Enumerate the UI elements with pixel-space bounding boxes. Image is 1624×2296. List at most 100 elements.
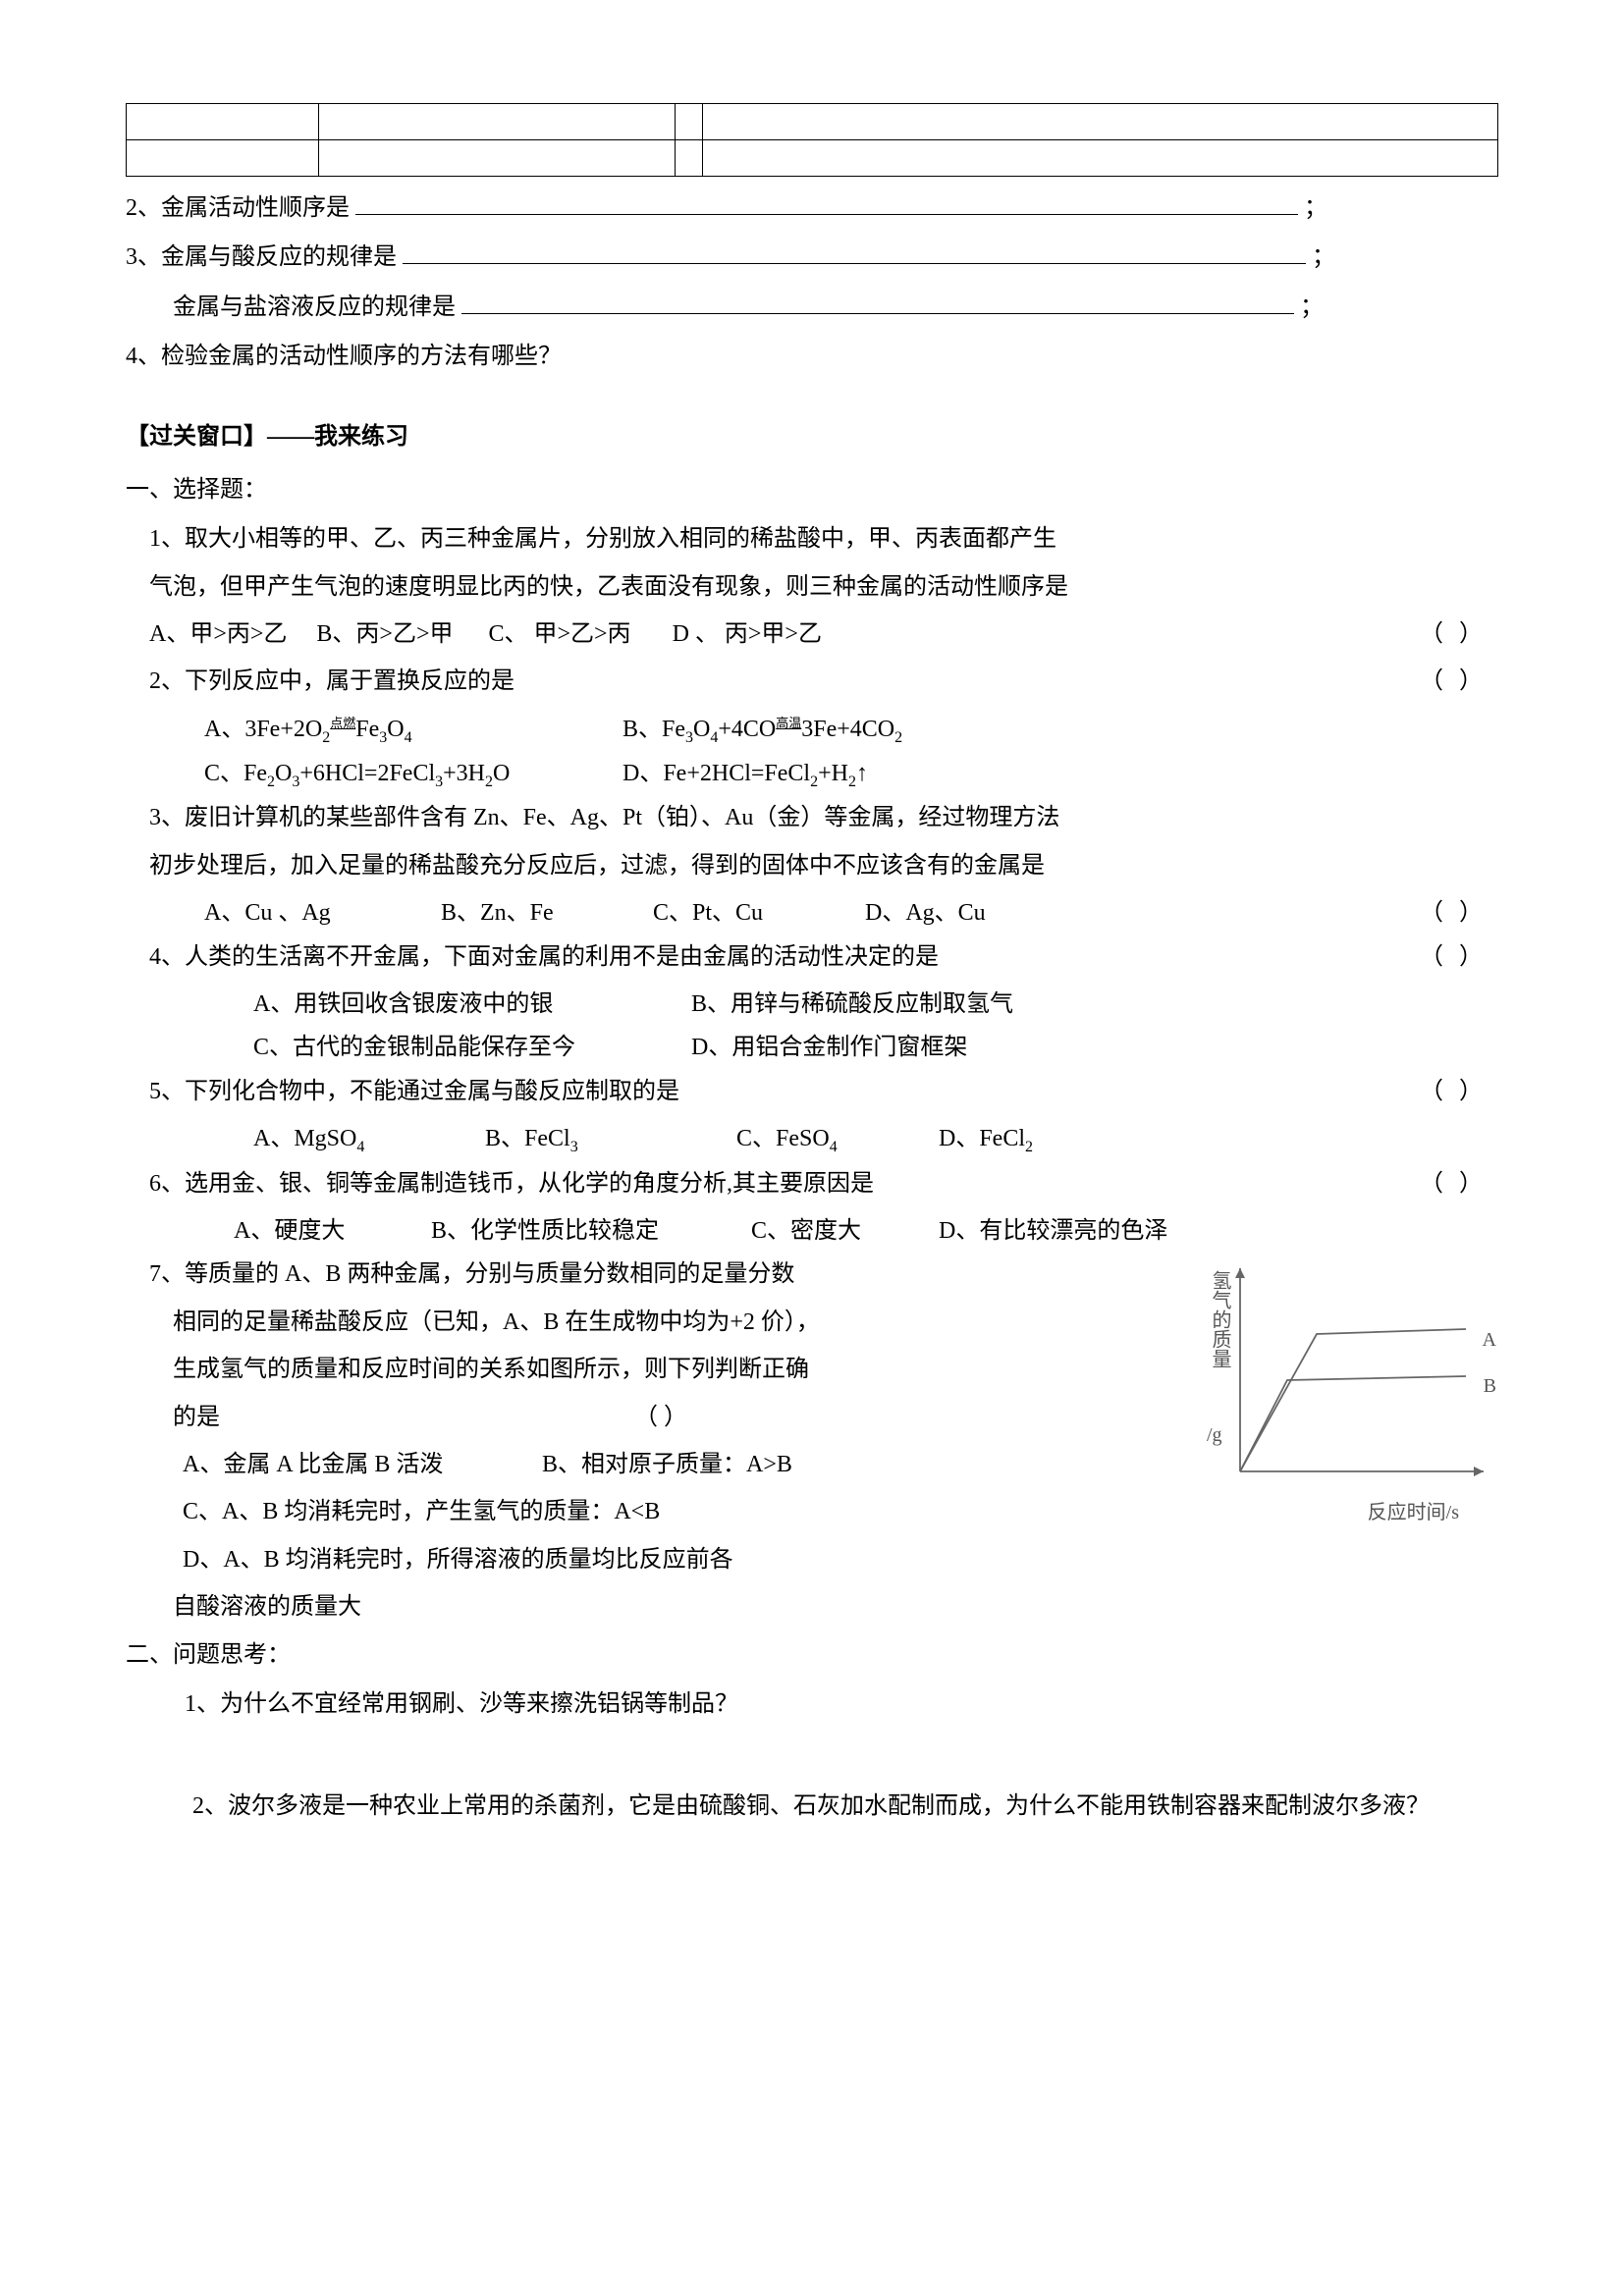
q2a-pre: A、3Fe+2O (204, 717, 322, 742)
essay-header: 二、问题思考： (126, 1633, 1498, 1677)
q7-t4: 的是 (173, 1405, 220, 1430)
fill-q3b: 金属与盐溶液反应的规律是 ； (126, 286, 1498, 329)
q7-row-ab: A、金属 A 比金属 B 活泼 B、相对原子质量：A>B (126, 1443, 1004, 1486)
q7-b: B、相对原子质量：A>B (542, 1452, 792, 1477)
fill-q2-prefix: 2、金属活动性顺序是 (126, 195, 350, 221)
fill-q3b-blank (461, 313, 1294, 314)
q5a-s: 4 (356, 1139, 364, 1155)
q5c-s: 4 (830, 1139, 838, 1155)
essay-q1: 1、为什么不宜经常用钢刷、沙等来擦洗铝锅等制品？ (126, 1682, 1498, 1726)
q2d-m: +H (818, 761, 848, 786)
top-table (126, 103, 1498, 177)
q2b-m2: +4CO (718, 717, 776, 742)
q2a-s1: 2 (322, 729, 330, 746)
q2-b: B、Fe3O4+4CO高温3Fe+4CO2 (623, 717, 902, 742)
chart-b-label: B (1484, 1368, 1496, 1404)
q1-b: B、丙>乙>甲 (316, 621, 453, 647)
fill-q2-blank (355, 214, 1298, 215)
q4-paren: （） (1420, 935, 1498, 979)
q2b-s1: 3 (685, 729, 693, 746)
q7-paren: （ ） (634, 1405, 687, 1430)
chart-g-label: /g (1207, 1417, 1222, 1453)
q4-c: C、古代的金银制品能保存至今 (253, 1026, 685, 1069)
q2b-p: 3Fe+4CO (801, 717, 894, 742)
q3-c: C、Pt、Cu (653, 891, 859, 934)
q6-paren: （） (1420, 1162, 1498, 1205)
q6-a: A、硬度大 (234, 1209, 425, 1253)
q5c-p: C、FeSO (736, 1126, 830, 1151)
q2a-s3: 4 (405, 729, 412, 746)
q2-text: 2、下列反应中，属于置换反应的是 (149, 668, 514, 694)
q5-options: A、MgSO4 B、FeCl3 C、FeSO4 D、FeCl2 (126, 1117, 1498, 1161)
q3-a: A、Cu 、Ag (204, 891, 435, 934)
q2d-pre: D、Fe+2HCl=FeCl (623, 761, 810, 786)
table-row (127, 104, 1498, 140)
q4: 4、人类的生活离不开金属，下面对金属的利用不是由金属的活动性决定的是 （） (126, 935, 1498, 979)
fill-q3a: 3、金属与酸反应的规律是 ； (126, 236, 1498, 279)
q6-options: A、硬度大 B、化学性质比较稳定 C、密度大 D、有比较漂亮的色泽 (126, 1209, 1498, 1253)
q1-a: A、甲>丙>乙 (149, 621, 287, 647)
q2c-m2: +6HCl=2FeCl (299, 761, 435, 786)
q4-b: B、用锌与稀硫酸反应制取氢气 (691, 991, 1013, 1017)
q2: 2、下列反应中，属于置换反应的是 （） (126, 660, 1498, 703)
q5-b: B、FeCl3 (485, 1117, 731, 1161)
section-header: 【过关窗口】——我来练习 (126, 416, 1498, 458)
fill-q2-suffix: ； (1304, 195, 1327, 221)
q7-text-block: 7、等质量的 A、B 两种金属，分别与质量分数相同的足量分数 相同的足量稀盐酸反… (126, 1253, 1004, 1629)
chart-y-label: 氢气的质量 (1207, 1270, 1230, 1368)
q2d-s1: 2 (810, 774, 818, 790)
q7-t4-row: 的是 （ ） (126, 1396, 1004, 1439)
table-row (127, 140, 1498, 177)
fill-q2: 2、金属活动性顺序是 ； (126, 187, 1498, 230)
q7-c: C、A、B 均消耗完时，产生氢气的质量：A<B (126, 1490, 1004, 1533)
q4-text: 4、人类的生活离不开金属，下面对金属的利用不是由金属的活动性决定的是 (149, 944, 939, 970)
q2c-p: O (493, 761, 510, 786)
q7-t3: 生成氢气的质量和反应时间的关系如图所示，则下列判断正确 (126, 1348, 1004, 1391)
q7-d2: 自酸溶液的质量大 (126, 1585, 1004, 1629)
q6-b: B、化学性质比较稳定 (431, 1209, 745, 1253)
q7-d1: D、A、B 均消耗完时，所得溶液的质量均比反应前各 (126, 1538, 1004, 1581)
fill-q3b-suffix: ； (1300, 294, 1324, 320)
q2c-m3: +3H (443, 761, 485, 786)
fill-q3a-suffix: ； (1312, 244, 1335, 270)
q2-paren: （） (1420, 660, 1498, 703)
q2c-pre: C、Fe (204, 761, 267, 786)
q6: 6、选用金、银、铜等金属制造钱币，从化学的角度分析,其主要原因是 （） (126, 1162, 1498, 1205)
q5-text: 5、下列化合物中，不能通过金属与酸反应制取的是 (149, 1079, 679, 1104)
q2c-m1: O (275, 761, 292, 786)
q3-options: A、Cu 、Ag B、Zn、Fe C、Pt、Cu D、Ag、Cu （） (126, 891, 1498, 934)
q3-text2: 初步处理后，加入足量的稀盐酸充分反应后，过滤，得到的固体中不应该含有的金属是 (126, 844, 1498, 887)
essay-q2: 2、波尔多液是一种农业上常用的杀菌剂，它是由硫酸铜、石灰加水配制而成，为什么不能… (126, 1785, 1498, 1828)
fill-q4: 4、检验金属的活动性顺序的方法有哪些？ (126, 335, 1498, 378)
q2b-s3: 2 (894, 729, 902, 746)
fill-q3a-blank (403, 263, 1306, 264)
chart: 氢气的质量 /g A B 反应时间/s (1189, 1260, 1498, 1530)
q1-text1: 1、取大小相等的甲、乙、丙三种金属片，分别放入相同的稀盐酸中，甲、丙表面都产生 (126, 517, 1498, 561)
q2d-arr: ↑ (856, 761, 868, 786)
mc-header: 一、选择题： (126, 468, 1498, 511)
q2c-s1: 2 (267, 774, 275, 790)
chart-x-label: 反应时间/s (1368, 1495, 1459, 1530)
q3-d: D、Ag、Cu (865, 900, 986, 926)
q2b-cond: 高温 (776, 716, 801, 730)
q7-a: A、金属 A 比金属 B 活泼 (183, 1443, 536, 1486)
q2a-p1: Fe (355, 717, 379, 742)
q5d-p: D、FeCl (939, 1126, 1025, 1151)
q1-options: A、甲>丙>乙 B、丙>乙>甲 C、 甲>乙>丙 D 、 丙>甲>乙 （） (126, 613, 1498, 656)
q5d-s: 2 (1025, 1139, 1033, 1155)
q5-c: C、FeSO4 (736, 1117, 933, 1161)
q5-paren: （） (1420, 1070, 1498, 1113)
q5b-s: 3 (570, 1139, 578, 1155)
q1-paren: （） (1420, 613, 1498, 656)
chart-a-label: A (1483, 1322, 1496, 1358)
q2a-cond: 点燃 (330, 716, 355, 730)
q3-text1: 3、废旧计算机的某些部件含有 Zn、Fe、Ag、Pt（铂）、Au（金）等金属，经… (126, 796, 1498, 839)
chart-svg (1189, 1260, 1498, 1496)
q5-a: A、MgSO4 (253, 1117, 479, 1161)
q2-row1: A、3Fe+2O2点燃Fe3O4 B、Fe3O4+4CO高温3Fe+4CO2 (126, 708, 1498, 752)
q7-t1: 7、等质量的 A、B 两种金属，分别与质量分数相同的足量分数 (126, 1253, 1004, 1296)
q4-row2: C、古代的金银制品能保存至今 D、用铝合金制作门窗框架 (126, 1026, 1498, 1069)
q2-d: D、Fe+2HCl=FeCl2+H2↑ (623, 761, 868, 786)
q5b-p: B、FeCl (485, 1126, 570, 1151)
q4-d: D、用铝合金制作门窗框架 (691, 1035, 967, 1060)
